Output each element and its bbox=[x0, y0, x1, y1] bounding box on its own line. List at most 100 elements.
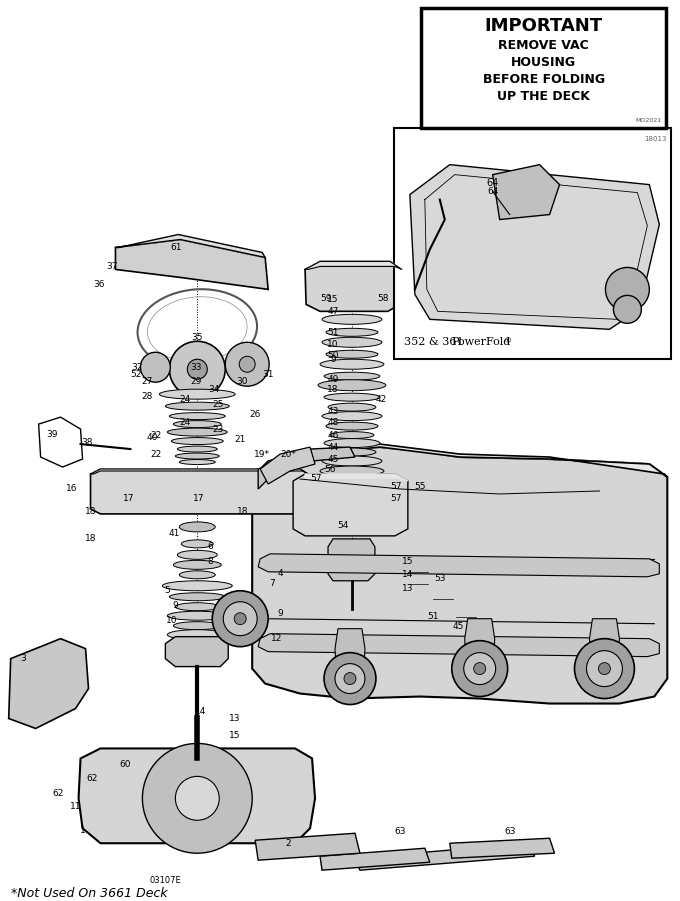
Text: 41: 41 bbox=[169, 530, 180, 539]
Ellipse shape bbox=[177, 446, 217, 452]
Ellipse shape bbox=[324, 393, 380, 401]
Polygon shape bbox=[255, 833, 360, 860]
Circle shape bbox=[575, 639, 634, 698]
Text: UP THE DECK: UP THE DECK bbox=[497, 90, 590, 104]
Text: 6: 6 bbox=[207, 542, 213, 551]
Polygon shape bbox=[449, 838, 555, 859]
Text: 13: 13 bbox=[228, 714, 240, 723]
Text: 5: 5 bbox=[165, 587, 170, 596]
Text: 51: 51 bbox=[327, 328, 339, 337]
Ellipse shape bbox=[180, 460, 216, 465]
Text: 45: 45 bbox=[452, 623, 464, 632]
Ellipse shape bbox=[167, 428, 227, 436]
Polygon shape bbox=[493, 165, 560, 220]
Text: REMOVE VAC: REMOVE VAC bbox=[498, 40, 589, 52]
Ellipse shape bbox=[173, 421, 221, 428]
Ellipse shape bbox=[324, 372, 380, 380]
Text: 10: 10 bbox=[166, 616, 177, 625]
Ellipse shape bbox=[175, 603, 219, 611]
Ellipse shape bbox=[182, 540, 214, 548]
Text: 18: 18 bbox=[85, 534, 97, 543]
Text: 63: 63 bbox=[504, 827, 515, 836]
Text: 45: 45 bbox=[327, 454, 339, 463]
Ellipse shape bbox=[322, 412, 382, 421]
Text: 40: 40 bbox=[147, 432, 158, 441]
Polygon shape bbox=[293, 474, 408, 536]
Text: 29: 29 bbox=[190, 377, 202, 386]
Text: 25: 25 bbox=[213, 400, 224, 409]
Polygon shape bbox=[305, 261, 402, 269]
Text: 22: 22 bbox=[151, 450, 162, 459]
Text: 47: 47 bbox=[327, 307, 339, 316]
Text: 20*: 20* bbox=[280, 450, 296, 459]
Ellipse shape bbox=[165, 402, 229, 410]
Text: 64: 64 bbox=[487, 177, 499, 187]
Text: 18013: 18013 bbox=[644, 136, 666, 141]
Polygon shape bbox=[328, 539, 375, 581]
Ellipse shape bbox=[326, 328, 378, 336]
Text: 9: 9 bbox=[173, 601, 178, 610]
Text: 61: 61 bbox=[171, 243, 182, 252]
Text: 13: 13 bbox=[402, 584, 413, 593]
Text: 30: 30 bbox=[237, 377, 248, 386]
Text: 18: 18 bbox=[327, 385, 339, 394]
Text: 62: 62 bbox=[87, 774, 98, 783]
Text: 48: 48 bbox=[327, 418, 339, 426]
Text: 53: 53 bbox=[434, 574, 445, 583]
Circle shape bbox=[335, 664, 365, 694]
Text: 14: 14 bbox=[402, 570, 413, 579]
Text: 39: 39 bbox=[46, 430, 57, 439]
Ellipse shape bbox=[326, 350, 378, 359]
Circle shape bbox=[223, 602, 257, 636]
Text: 58: 58 bbox=[377, 294, 389, 303]
Polygon shape bbox=[258, 554, 660, 577]
Text: 52: 52 bbox=[131, 369, 142, 378]
Text: 12: 12 bbox=[271, 634, 283, 643]
Text: 2: 2 bbox=[286, 839, 291, 848]
Text: 32: 32 bbox=[132, 363, 143, 372]
Text: MO2021: MO2021 bbox=[635, 118, 662, 123]
Circle shape bbox=[605, 268, 649, 312]
Text: 38: 38 bbox=[82, 438, 93, 447]
Text: 03107E: 03107E bbox=[150, 876, 182, 885]
Polygon shape bbox=[258, 447, 355, 489]
Text: 15: 15 bbox=[327, 295, 339, 304]
Text: 49: 49 bbox=[327, 375, 339, 384]
Text: 57: 57 bbox=[390, 495, 402, 504]
Text: 19*: 19* bbox=[254, 450, 270, 459]
Text: 15: 15 bbox=[228, 731, 240, 740]
Ellipse shape bbox=[175, 453, 219, 459]
Bar bbox=[421, 8, 666, 128]
Text: 56: 56 bbox=[324, 465, 336, 474]
Polygon shape bbox=[260, 447, 315, 484]
Text: 57: 57 bbox=[390, 482, 402, 491]
Text: 9: 9 bbox=[277, 609, 283, 618]
Polygon shape bbox=[9, 639, 88, 729]
Text: 35: 35 bbox=[192, 332, 203, 341]
Ellipse shape bbox=[173, 560, 221, 569]
Text: 54: 54 bbox=[337, 522, 349, 531]
Text: 43: 43 bbox=[327, 406, 339, 415]
Text: 51: 51 bbox=[427, 612, 439, 621]
Text: HOUSING: HOUSING bbox=[511, 57, 576, 69]
Polygon shape bbox=[590, 619, 619, 659]
Polygon shape bbox=[90, 469, 308, 514]
Ellipse shape bbox=[167, 611, 227, 620]
Text: 9: 9 bbox=[330, 355, 336, 364]
Text: PowerFold: PowerFold bbox=[452, 337, 511, 347]
Ellipse shape bbox=[326, 422, 378, 430]
Polygon shape bbox=[79, 749, 315, 843]
Ellipse shape bbox=[320, 466, 384, 476]
Circle shape bbox=[225, 342, 269, 387]
Ellipse shape bbox=[328, 448, 376, 456]
Polygon shape bbox=[335, 629, 365, 669]
Text: 24: 24 bbox=[180, 395, 191, 404]
Polygon shape bbox=[258, 633, 660, 657]
Polygon shape bbox=[116, 234, 265, 258]
Text: 4: 4 bbox=[277, 569, 283, 578]
Circle shape bbox=[586, 651, 622, 687]
Circle shape bbox=[187, 359, 207, 379]
Text: 55: 55 bbox=[414, 482, 426, 491]
Ellipse shape bbox=[322, 314, 382, 324]
Text: 24: 24 bbox=[180, 418, 191, 426]
